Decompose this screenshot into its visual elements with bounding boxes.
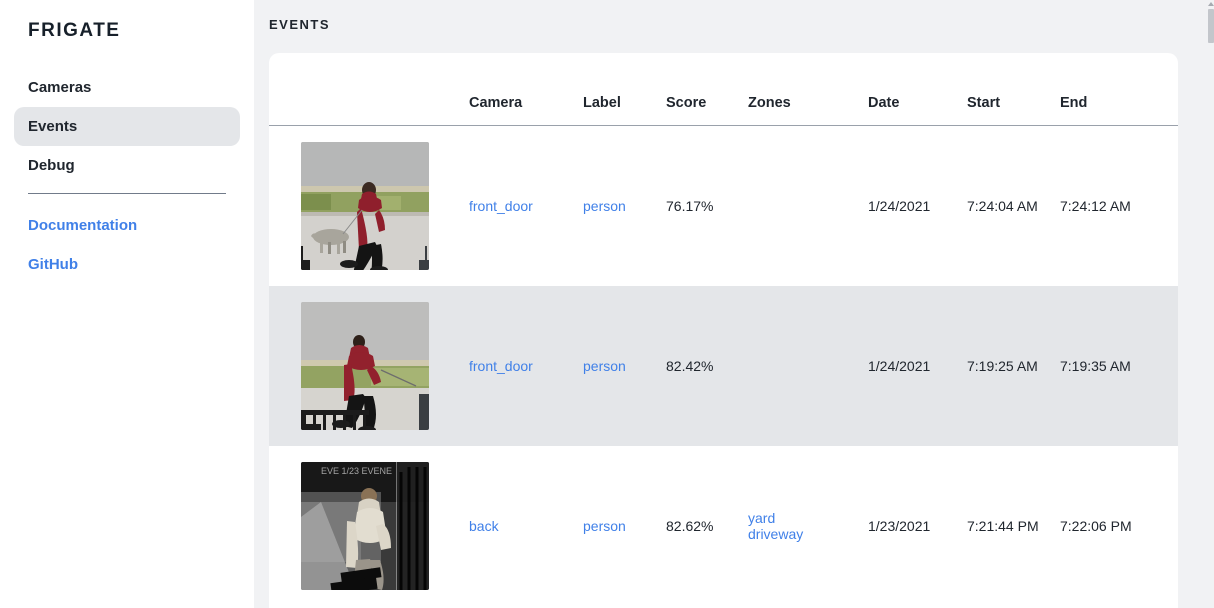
svg-text:EVE 1/23 EVENE: EVE 1/23 EVENE [321,466,392,476]
